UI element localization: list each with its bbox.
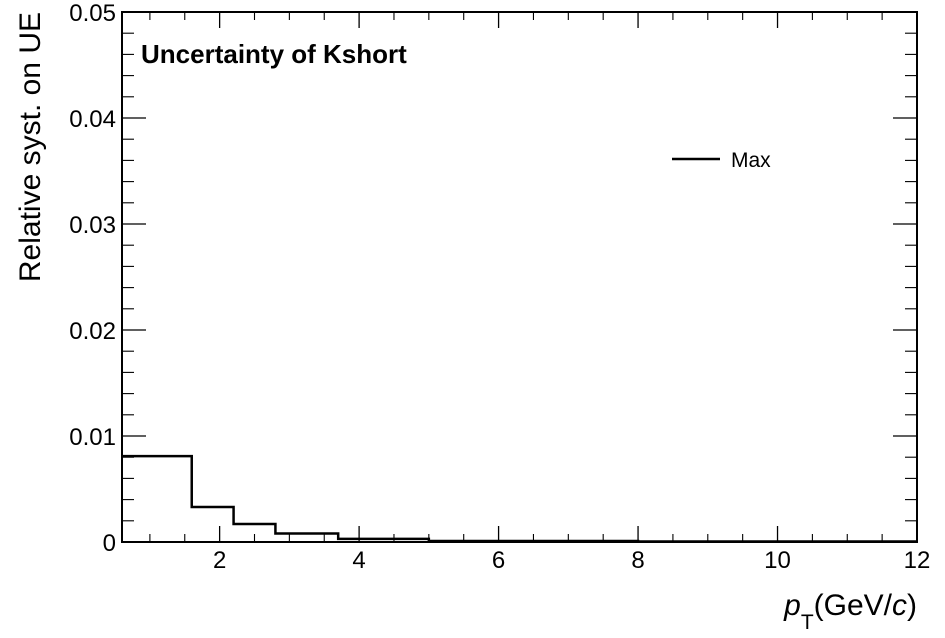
- x-tick-label: 10: [764, 547, 791, 574]
- x-axis-title-c: c: [892, 589, 907, 622]
- chart-title: Uncertainty of Kshort: [141, 39, 407, 69]
- y-tick-label: 0.05: [69, 0, 116, 27]
- y-tick-label: 0: [103, 530, 116, 557]
- y-tick-label: 0.03: [69, 212, 116, 239]
- y-tick-label: 0.02: [69, 318, 116, 345]
- x-axis-title: pT(GeV/c): [783, 589, 917, 634]
- x-tick-label: 6: [492, 547, 505, 574]
- x-axis-title-subscript: T: [801, 611, 814, 634]
- y-axis-title: Relative syst. on UE: [14, 12, 47, 282]
- series-line-max: [122, 454, 917, 543]
- y-tick-label: 0.04: [69, 106, 116, 133]
- x-axis-title-p: p: [783, 589, 801, 622]
- legend-label-max: Max: [731, 149, 771, 172]
- legend: Max: [672, 149, 771, 172]
- plot-frame: [121, 11, 918, 543]
- y-tick-label: 0.01: [69, 424, 116, 451]
- x-axis-title-unit: (GeV/: [814, 589, 893, 622]
- x-axis-title-close: ): [907, 589, 917, 622]
- x-tick-label: 2: [213, 547, 226, 574]
- x-tick-label: 12: [904, 547, 931, 574]
- x-tick-label: 4: [352, 547, 365, 574]
- x-tick-label: 8: [631, 547, 644, 574]
